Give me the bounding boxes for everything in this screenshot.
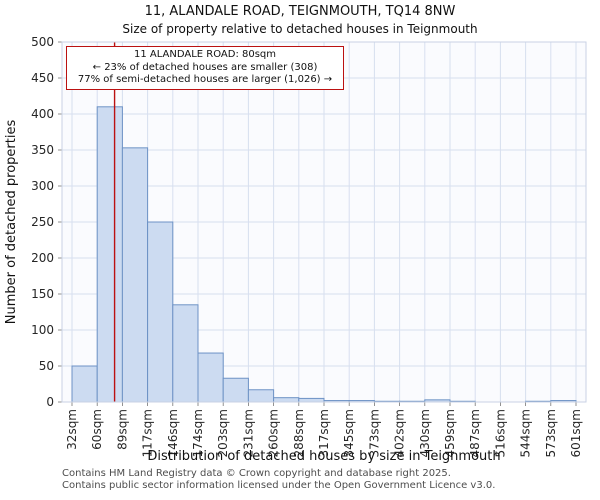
x-tick-label: 601sqm [569, 409, 583, 457]
plot-layer: 0 50 100 150 200 250 300 350 400 450 500 32sqm 60sqm… [31, 35, 587, 457]
chart-subtitle: Size of property relative to detached ho… [122, 22, 478, 36]
x-tick-label: 516sqm [493, 409, 507, 457]
histogram-bar [121, 147, 149, 403]
plot-border [61, 41, 587, 403]
y-tick-label: 200 [31, 251, 54, 265]
histogram-bar [96, 106, 123, 403]
y-tick-label: 50 [39, 359, 54, 373]
x-tick-label: 231sqm [241, 409, 255, 457]
y-tick-label: 250 [31, 215, 54, 229]
histogram-bar [247, 389, 275, 403]
y-tick-label: 350 [31, 143, 54, 157]
x-tick-label: 203sqm [216, 409, 230, 457]
y-axis-label: Number of detached properties [4, 120, 19, 325]
x-tick-label: 146sqm [166, 409, 180, 457]
y-tick-label: 100 [31, 323, 54, 337]
x-tick-label: 260sqm [267, 409, 281, 457]
histogram-bar [222, 377, 249, 403]
x-tick-label: 89sqm [115, 409, 129, 450]
footer-line-2: Contains public sector information licen… [62, 479, 496, 491]
histogram-bar [71, 365, 98, 403]
x-tick-label: 60sqm [90, 409, 104, 450]
x-tick-label: 117sqm [141, 409, 155, 457]
y-tick-label: 400 [31, 107, 54, 121]
y-tick-label: 150 [31, 287, 54, 301]
x-tick-label: 430sqm [418, 409, 432, 457]
x-tick-label: 32sqm [65, 409, 79, 450]
y-tick-label: 300 [31, 179, 54, 193]
annotation-line-property: 11 ALANDALE ROAD: 80sqm [133, 49, 277, 60]
histogram-bar [172, 304, 199, 403]
x-axis-label: Distribution of detached houses by size … [147, 449, 500, 464]
y-tick-label: 450 [31, 71, 54, 85]
x-tick-label: 317sqm [317, 409, 331, 457]
x-tick-label: 288sqm [292, 409, 306, 457]
y-tick-label: 0 [46, 395, 54, 409]
x-tick-label: 402sqm [393, 409, 407, 457]
x-tick-label: 174sqm [191, 409, 205, 457]
histogram-bar [147, 221, 174, 403]
histogram-bar [273, 397, 300, 403]
histogram-bar [298, 397, 325, 403]
x-tick-label: 373sqm [367, 409, 381, 457]
y-tick-label: 500 [31, 35, 54, 49]
footer: Contains HM Land Registry data © Crown c… [62, 468, 592, 491]
annotation-line-larger: 77% of semi-detached houses are larger (… [77, 74, 333, 85]
marker-annotation-box: 11 ALANDALE ROAD: 80sqm ← 23% of detache… [66, 46, 344, 90]
chart-title: 11, ALANDALE ROAD, TEIGNMOUTH, TQ14 8NW [144, 4, 456, 19]
x-tick-label: 345sqm [342, 409, 356, 457]
x-tick-label: 544sqm [519, 409, 533, 457]
x-tick-label: 573sqm [544, 409, 558, 457]
histogram-bar [197, 352, 224, 403]
footer-line-1: Contains HM Land Registry data © Crown c… [62, 468, 451, 479]
annotation-line-smaller: ← 23% of detached houses are smaller (30… [92, 61, 318, 73]
x-tick-label: 459sqm [443, 409, 457, 457]
x-tick-label: 487sqm [468, 409, 482, 457]
